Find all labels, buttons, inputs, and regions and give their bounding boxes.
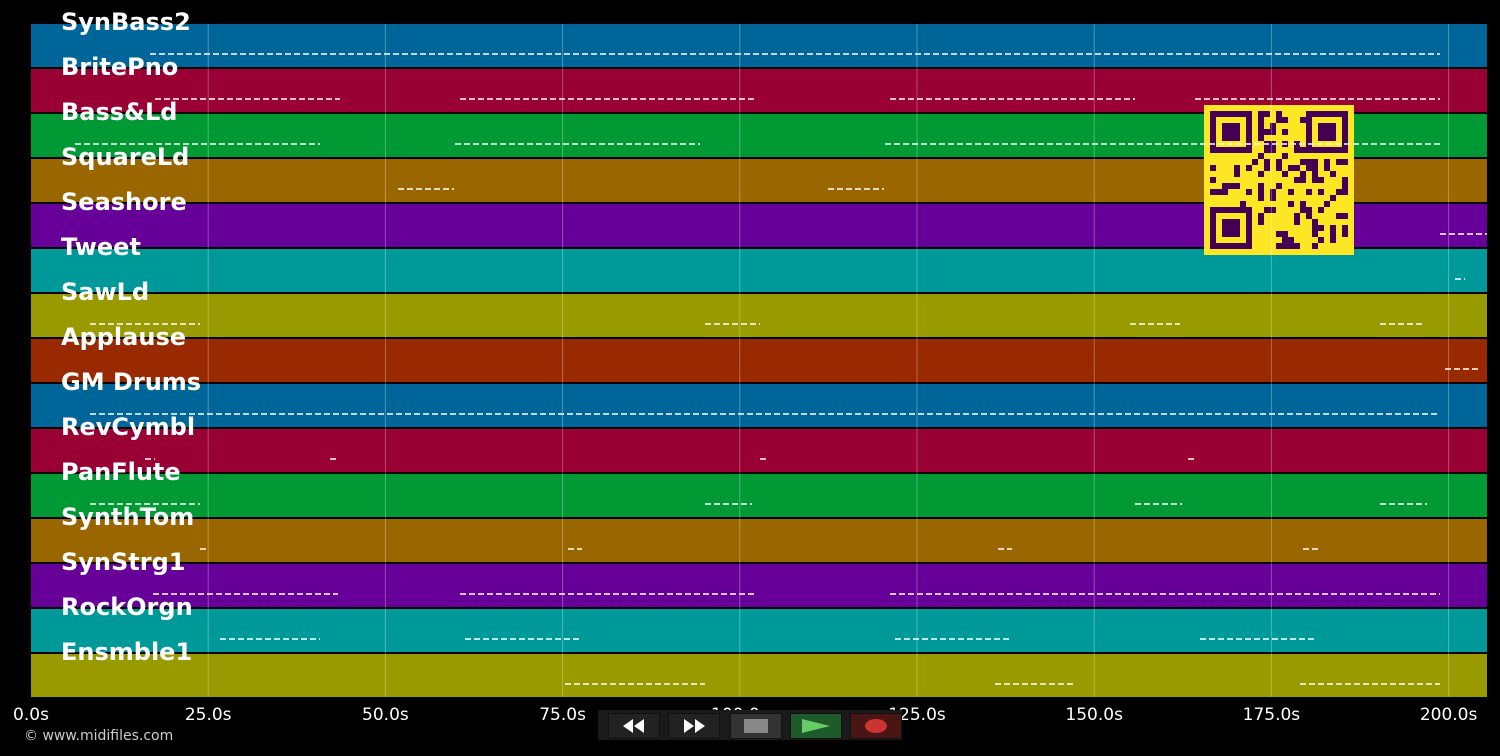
rewind-icon [623,719,644,733]
time-tick-label: 175.0s [1242,705,1301,725]
track-lane[interactable] [31,24,1487,69]
track-lane[interactable] [31,654,1487,699]
track-label: Tweet [61,233,141,261]
record-icon [865,719,887,733]
track-label: Ensmble1 [61,638,193,666]
track-lane[interactable] [31,519,1487,564]
time-tick-label: 200.0s [1419,705,1478,725]
track-label: SynthTom [61,503,195,531]
time-tick-label: 0.0s [13,705,49,725]
track-label: GM Drums [61,368,202,396]
track-lane[interactable] [31,474,1487,519]
track-label: RockOrgn [61,593,193,621]
track-label: SawLd [61,278,150,306]
copyright-notice: © www.midifiles.com [24,728,174,744]
transport-controls [598,710,902,740]
stop-icon [744,719,768,733]
track-lane[interactable] [31,384,1487,429]
qr-code-icon [1204,105,1354,255]
stop-button[interactable] [730,713,782,739]
track-label: Applause [61,323,187,351]
track-lane[interactable] [31,249,1487,294]
play-icon [802,719,830,733]
track-label: PanFlute [61,458,181,486]
track-lane[interactable] [31,294,1487,339]
track-label: RevCymbl [61,413,196,441]
track-lane[interactable] [31,429,1487,474]
time-tick-label: 150.0s [1065,705,1123,725]
track-lane[interactable] [31,339,1487,384]
fast-forward-icon [684,719,705,733]
time-tick-label: 75.0s [539,705,586,725]
track-label: SynBass2 [61,8,191,36]
time-tick-label: 50.0s [362,705,409,725]
track-lane[interactable] [31,609,1487,654]
play-button[interactable] [790,713,842,739]
track-label: Bass&Ld [61,98,178,126]
record-button[interactable] [850,713,902,739]
track-lane[interactable] [31,564,1487,609]
track-label: SynStrg1 [61,548,186,576]
track-label: SquareLd [61,143,190,171]
rewind-button[interactable] [608,713,660,739]
time-tick-label: 25.0s [184,705,232,725]
time-tick-label: 125.0s [888,705,946,725]
track-label: BritePno [61,53,179,81]
fast-forward-button[interactable] [668,713,720,739]
track-label: Seashore [61,188,187,216]
